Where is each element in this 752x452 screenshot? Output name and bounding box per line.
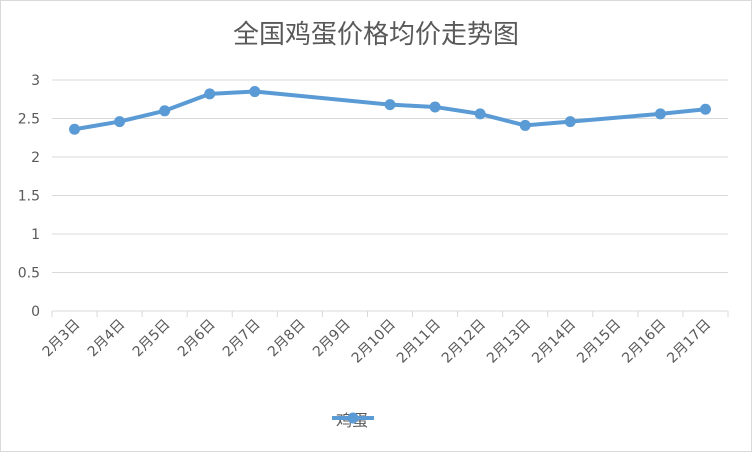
y-axis-ticks: 0 0.5 1 1.5 2 2.5 3 <box>18 73 40 320</box>
data-point <box>204 88 216 100</box>
data-point <box>69 123 81 135</box>
x-tick-label: 2月8日 <box>265 317 309 361</box>
x-tick-label: 2月16日 <box>619 317 669 367</box>
x-tick-label: 2月12日 <box>439 317 489 367</box>
x-tick-label: 2月5日 <box>130 317 174 361</box>
x-tick-label: 2月15日 <box>574 317 624 367</box>
data-point <box>429 101 441 113</box>
legend: 鸡蛋 <box>330 408 374 430</box>
data-point <box>159 105 171 117</box>
x-tick-label: 2月3日 <box>40 317 84 361</box>
y-tick-label: 2 <box>31 150 40 166</box>
data-point <box>384 99 396 111</box>
y-tick-label: 1.5 <box>18 189 40 205</box>
data-point <box>519 119 531 131</box>
grid-lines <box>52 79 728 273</box>
x-tick-label: 2月13日 <box>484 317 534 367</box>
y-tick-label: 0 <box>31 304 40 320</box>
x-tick-label: 2月4日 <box>85 317 129 361</box>
x-axis-ticks: 2月3日 2月4日 2月5日 2月6日 2月7日 2月8日 2月9日2月10日2月11日2月… <box>40 317 715 367</box>
data-point <box>654 108 666 120</box>
y-tick-label: 2.5 <box>18 112 40 128</box>
y-tick-label: 1 <box>31 227 40 243</box>
y-tick-label: 3 <box>31 73 40 89</box>
chart-title: 全国鸡蛋价格均价走势图 <box>232 20 519 50</box>
data-point <box>699 103 711 115</box>
x-tick-label: 2月11日 <box>394 317 444 367</box>
x-tick-label: 2月10日 <box>349 317 399 367</box>
x-tick-label: 2月7日 <box>220 317 264 361</box>
data-point <box>249 86 261 98</box>
series-line <box>74 89 706 132</box>
x-tick-label: 2月17日 <box>664 317 714 367</box>
axes <box>51 310 729 317</box>
series-layer <box>69 86 711 135</box>
y-tick-label: 0.5 <box>18 266 40 282</box>
data-point <box>114 116 126 128</box>
legend-marker-icon <box>332 412 374 424</box>
x-tick-label: 2月9日 <box>310 317 354 361</box>
data-point <box>474 108 486 120</box>
data-point <box>564 116 576 128</box>
x-tick-label: 2月14日 <box>529 317 579 367</box>
x-tick-label: 2月6日 <box>175 317 219 361</box>
